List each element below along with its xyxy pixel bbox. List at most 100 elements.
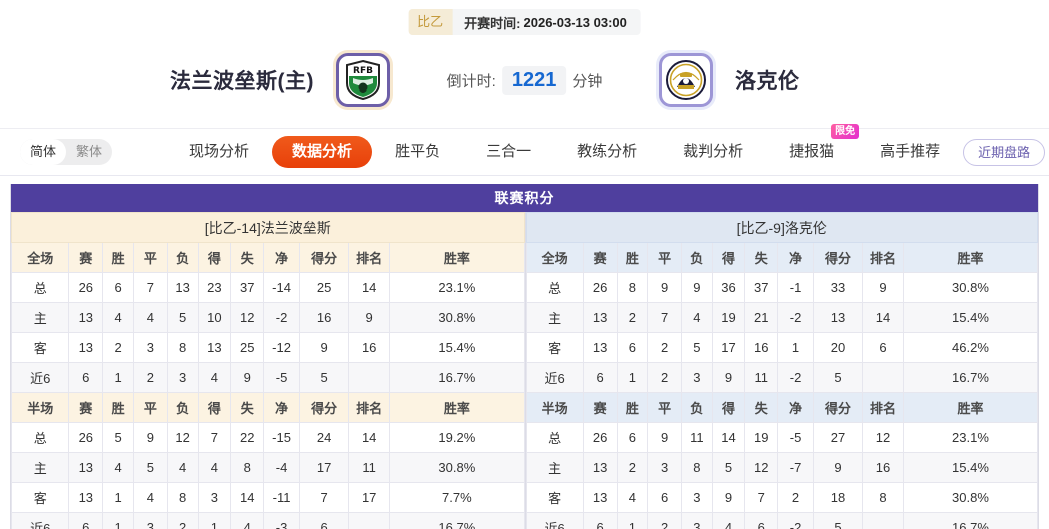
- tab-data-analysis[interactable]: 数据分析: [272, 136, 373, 168]
- away-full-r1-c0: 13: [582, 302, 618, 333]
- away-half-col-0: 半场: [525, 392, 584, 423]
- away-full-r3-c3: 3: [680, 362, 713, 393]
- away-team-block[interactable]: 洛克伦: [659, 53, 999, 107]
- home-full-r2-c8: 16: [348, 332, 391, 363]
- home-half-r1-c1: 4: [102, 452, 134, 483]
- home-team-block[interactable]: 法兰波垒斯(主) RFB: [50, 53, 390, 107]
- home-full-r0-c3: 13: [166, 272, 199, 303]
- away-half-r1-c5: 12: [744, 452, 779, 483]
- home-half-r1-c8: 11: [348, 452, 391, 483]
- home-half-col-2: 胜: [102, 392, 134, 423]
- away-half-r2-c1: 4: [616, 482, 649, 513]
- home-full-r1-c4: 10: [197, 302, 232, 333]
- away-full-r3-c7: 5: [812, 362, 864, 393]
- away-full-r2-c2: 2: [647, 332, 682, 363]
- home-full-col-0: 全场: [10, 242, 70, 273]
- home-full-r3-c7: 5: [298, 362, 350, 393]
- away-full-r0-c6: -1: [777, 272, 814, 303]
- kickoff-label: 开赛时间:: [464, 15, 521, 31]
- away-half-r0-c8: 12: [862, 422, 904, 453]
- tab-jiebaomao-label: 捷报猫: [789, 143, 835, 160]
- home-half-row-label-2: 客: [10, 482, 70, 513]
- away-half-col-3: 平: [647, 392, 682, 423]
- home-full-r1-c9: 30.8%: [389, 302, 525, 333]
- table-row: 近6 6 1 2 3 9 11 -2 5 16.7%: [525, 362, 1039, 393]
- away-half-col-7: 净: [777, 392, 814, 423]
- home-full-r0-c7: 25: [298, 272, 350, 303]
- home-full-r1-c8: 9: [348, 302, 391, 333]
- tab-referee-analysis[interactable]: 裁判分析: [683, 143, 744, 160]
- away-full-col-8: 得分: [812, 242, 864, 273]
- away-full-r0-c4: 36: [711, 272, 746, 303]
- tab-jiebaomao[interactable]: 捷报猫 限免: [766, 124, 860, 168]
- tab-live-analysis[interactable]: 现场分析: [189, 143, 250, 160]
- home-team-name: 法兰波垒斯(主): [170, 70, 314, 93]
- table-row: 近6 6 1 3 2 1 4 -3 6 16.7%: [10, 512, 525, 529]
- lang-simplified[interactable]: 简体: [20, 139, 67, 165]
- away-half-r3-c3: 3: [680, 512, 713, 529]
- kickoff-value: 2026-03-13 03:00: [523, 14, 627, 30]
- home-full-r3-c8: [348, 362, 391, 393]
- away-full-r3-c4: 9: [711, 362, 746, 393]
- tab-win-draw-lose[interactable]: 胜平负: [395, 143, 441, 160]
- home-full-r2-c7: 9: [298, 332, 350, 363]
- home-half-r3-c7: 6: [298, 512, 350, 529]
- home-half-col-3: 平: [132, 392, 168, 423]
- away-full-r0-c1: 8: [616, 272, 649, 303]
- home-half-r0-c4: 7: [197, 422, 232, 453]
- home-full-r1-c0: 13: [68, 302, 104, 333]
- recent-odds-button[interactable]: 近期盘路: [963, 139, 1046, 166]
- away-full-col-2: 胜: [616, 242, 649, 273]
- away-full-r3-c2: 2: [647, 362, 682, 393]
- home-full-r1-c7: 16: [298, 302, 350, 333]
- countdown: 倒计时: 1221 分钟: [446, 66, 602, 95]
- away-half-r3-c1: 1: [616, 512, 649, 529]
- home-full-r1-c3: 5: [166, 302, 199, 333]
- home-half-r0-c0: 26: [68, 422, 104, 453]
- nav-bar: 简体 繁体 现场分析 数据分析 胜平负 三合一 教练分析 裁判分析 捷报猫 限免…: [0, 124, 1049, 176]
- away-half-r3-c7: 5: [812, 512, 864, 529]
- away-full-r3-c6: -2: [777, 362, 814, 393]
- home-stats-table: [比乙-14]法兰波垒斯 全场赛胜平负得失净得分 排名 胜率总 26 6 7 13 23 37 -1…: [10, 212, 525, 529]
- away-full-r1-c2: 7: [647, 302, 682, 333]
- home-full-col-7: 净: [263, 242, 300, 273]
- away-full-r1-c4: 19: [711, 302, 746, 333]
- away-half-row-label-2: 客: [525, 482, 584, 513]
- language-toggle[interactable]: 简体 繁体: [20, 139, 113, 165]
- away-half-r0-c9: 23.1%: [902, 422, 1039, 453]
- away-full-r2-c1: 6: [616, 332, 649, 363]
- tab-expert-picks[interactable]: 高手推荐: [880, 143, 941, 160]
- lang-traditional[interactable]: 繁体: [76, 144, 103, 159]
- away-full-r2-c8: 6: [862, 332, 904, 363]
- away-half-col-8: 得分: [812, 392, 864, 423]
- countdown-label: 倒计时:: [446, 73, 496, 90]
- away-half-r2-c6: 2: [777, 482, 814, 513]
- away-half-row-label-0: 总: [525, 422, 584, 453]
- home-half-r1-c2: 5: [132, 452, 168, 483]
- away-half-row-label-1: 主: [525, 452, 584, 483]
- free-limited-badge: 限免: [831, 124, 860, 139]
- table-row: 总 26 6 7 13 23 37 -14 25 14 23.1%: [10, 272, 525, 303]
- home-full-r0-c1: 6: [102, 272, 134, 303]
- away-half-r2-c7: 18: [812, 482, 864, 513]
- away-half-r2-c5: 7: [744, 482, 779, 513]
- away-half-col-9: 排名: [862, 392, 904, 423]
- home-half-r0-c2: 9: [132, 422, 168, 453]
- nav-items: 现场分析 数据分析 胜平负 三合一 教练分析 裁判分析 捷报猫 限免 高手推荐: [166, 124, 963, 168]
- tab-coach-analysis[interactable]: 教练分析: [577, 143, 638, 160]
- away-full-r1-c7: 13: [812, 302, 864, 333]
- away-half-row-label-3: 近6: [525, 512, 584, 529]
- table-row: 主 13 4 4 5 10 12 -2 16 9 30.8%: [10, 302, 525, 333]
- away-half-r0-c1: 6: [616, 422, 649, 453]
- home-half-r3-c8: [348, 512, 391, 529]
- home-full-col-8: 得分: [298, 242, 350, 273]
- home-half-col-5: 得: [197, 392, 232, 423]
- tab-three-in-one[interactable]: 三合一: [486, 143, 532, 160]
- home-half-r0-c6: -15: [263, 422, 300, 453]
- tables-wrap: [比乙-14]法兰波垒斯 全场赛胜平负得失净得分 排名 胜率总 26 6 7 13 23 37 -1…: [10, 212, 1039, 529]
- away-half-r0-c5: 19: [744, 422, 779, 453]
- table-row: 近6 6 1 2 3 4 6 -2 5 16.7%: [525, 512, 1039, 529]
- home-half-r2-c4: 3: [197, 482, 232, 513]
- home-full-col-4: 负: [166, 242, 199, 273]
- home-half-r2-c9: 7.7%: [389, 482, 525, 513]
